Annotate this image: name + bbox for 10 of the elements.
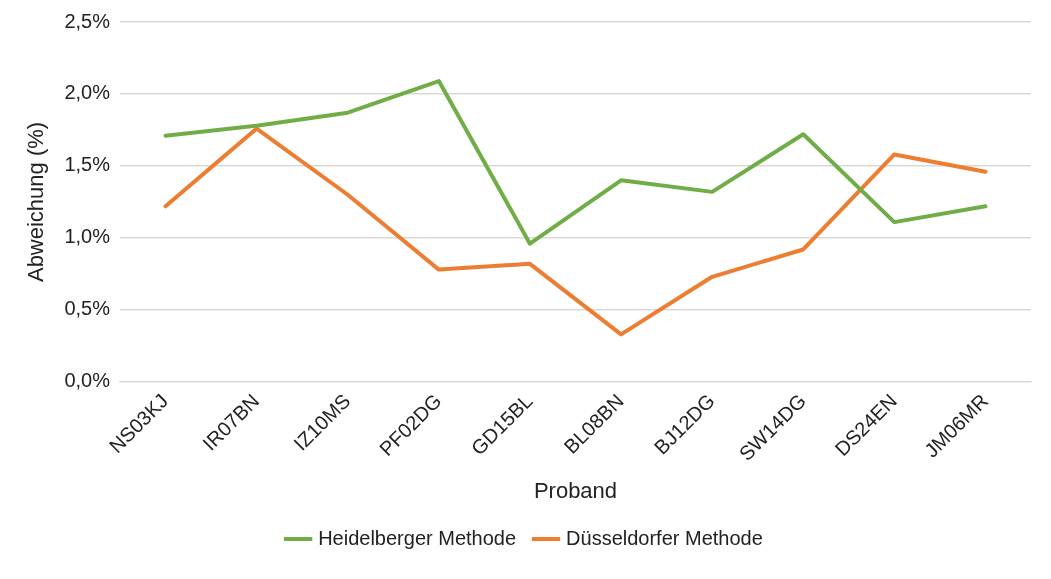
y-tick-label: 0,5%: [64, 297, 111, 320]
y-tick-label: 1,0%: [64, 225, 111, 248]
legend-label: Düsseldorfer Methode: [566, 526, 763, 549]
y-tick-label: 2,0%: [64, 81, 111, 104]
y-tick-label: 0,0%: [64, 369, 111, 392]
x-axis-title: Proband: [533, 477, 618, 503]
y-axis-title: Abweichung (%): [23, 121, 49, 283]
y-tick-label: 1,5%: [64, 153, 111, 176]
legend-label: Heidelberger Methode: [318, 526, 517, 549]
y-tick-label: 2,5%: [64, 9, 111, 32]
